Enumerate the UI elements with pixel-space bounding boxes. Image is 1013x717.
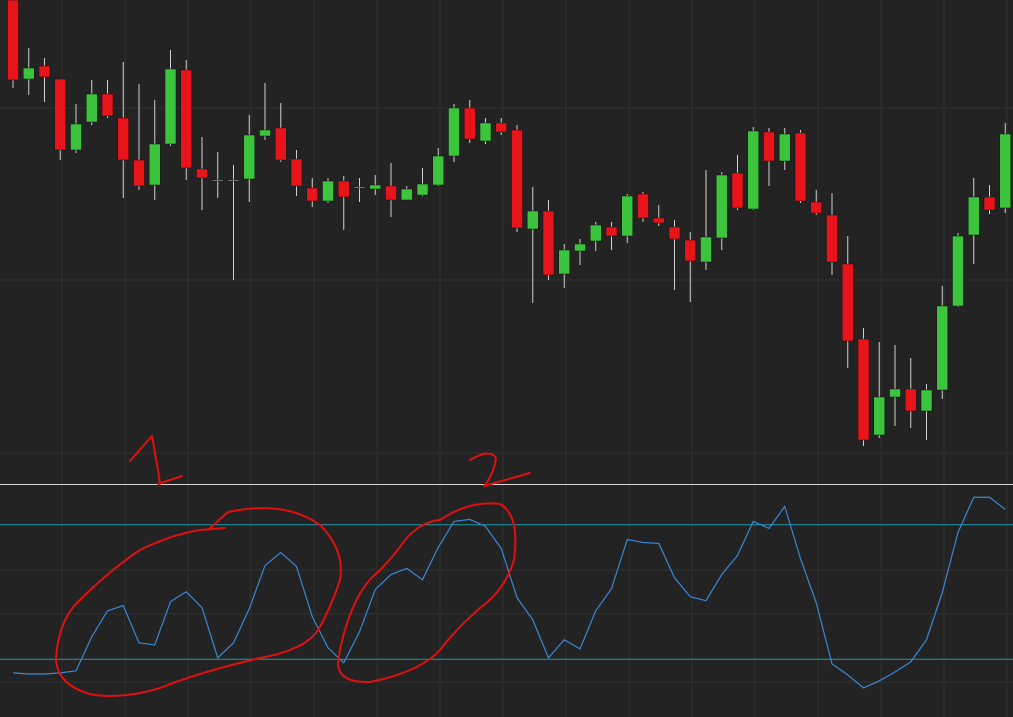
candle-body xyxy=(763,131,775,162)
candle-body xyxy=(196,168,208,179)
candle-body xyxy=(180,69,192,169)
marks xyxy=(0,0,1013,689)
candle-body xyxy=(889,388,901,398)
grid xyxy=(0,107,1013,683)
candle-body xyxy=(227,179,240,182)
hand-annotations: 1 2 xyxy=(55,435,531,697)
candle-body xyxy=(369,184,381,190)
candle-body xyxy=(101,93,114,117)
candle-body xyxy=(212,179,224,182)
candle-body xyxy=(668,226,681,240)
candle-body xyxy=(401,188,413,201)
candle-body xyxy=(542,210,555,276)
candle-body xyxy=(731,172,744,209)
scribble xyxy=(55,507,342,697)
candle-body xyxy=(952,235,964,307)
candle-body xyxy=(117,117,129,161)
candle-body xyxy=(716,174,728,239)
candle-body xyxy=(700,236,712,263)
candle-body xyxy=(905,388,917,412)
candle-body xyxy=(290,158,303,187)
candle-body xyxy=(306,187,318,202)
candle-body xyxy=(23,67,35,80)
candle-body xyxy=(826,214,838,263)
candle-body xyxy=(353,186,366,189)
candle-body xyxy=(558,249,570,275)
candle-body xyxy=(527,210,539,230)
candle-body xyxy=(495,122,507,133)
candle-body xyxy=(605,226,618,237)
candle-body xyxy=(149,143,161,186)
candle-body xyxy=(38,65,51,78)
candle-body xyxy=(637,193,649,219)
candle-body xyxy=(857,338,870,441)
candle-body xyxy=(338,180,350,198)
candle-body xyxy=(86,93,98,123)
candle-body xyxy=(511,129,523,229)
candle-body xyxy=(259,129,271,137)
candle-body xyxy=(479,122,492,142)
candle-body xyxy=(842,263,854,342)
candle-body xyxy=(275,127,287,161)
candle-body xyxy=(133,159,145,187)
candle-body xyxy=(164,68,177,145)
scribble xyxy=(337,502,517,684)
scribble xyxy=(469,452,531,487)
scribble xyxy=(129,435,183,485)
vertical-grid xyxy=(61,0,1008,717)
candle-body xyxy=(983,196,996,211)
candle-body xyxy=(684,239,696,262)
candle-body xyxy=(999,133,1011,209)
candle-body xyxy=(416,183,429,196)
candle-body xyxy=(936,305,948,391)
candle-body xyxy=(873,396,885,436)
candle-body xyxy=(243,134,255,180)
candle-body xyxy=(464,107,476,140)
candle-body xyxy=(810,201,822,214)
candle-body xyxy=(653,217,665,224)
candle-body xyxy=(432,155,444,186)
candle-body xyxy=(322,180,334,202)
candle-body xyxy=(968,196,980,236)
candle-body xyxy=(54,78,66,151)
candle-body xyxy=(747,130,759,210)
candle-body xyxy=(779,133,791,162)
candle-body xyxy=(70,123,82,151)
candle-body xyxy=(448,107,460,157)
candle-body xyxy=(385,185,397,201)
candle-body xyxy=(590,224,602,242)
candle-body xyxy=(920,389,933,412)
candle-body xyxy=(621,195,633,237)
candle-body xyxy=(794,132,807,202)
candle-body xyxy=(7,0,19,81)
candle-body xyxy=(574,243,586,252)
